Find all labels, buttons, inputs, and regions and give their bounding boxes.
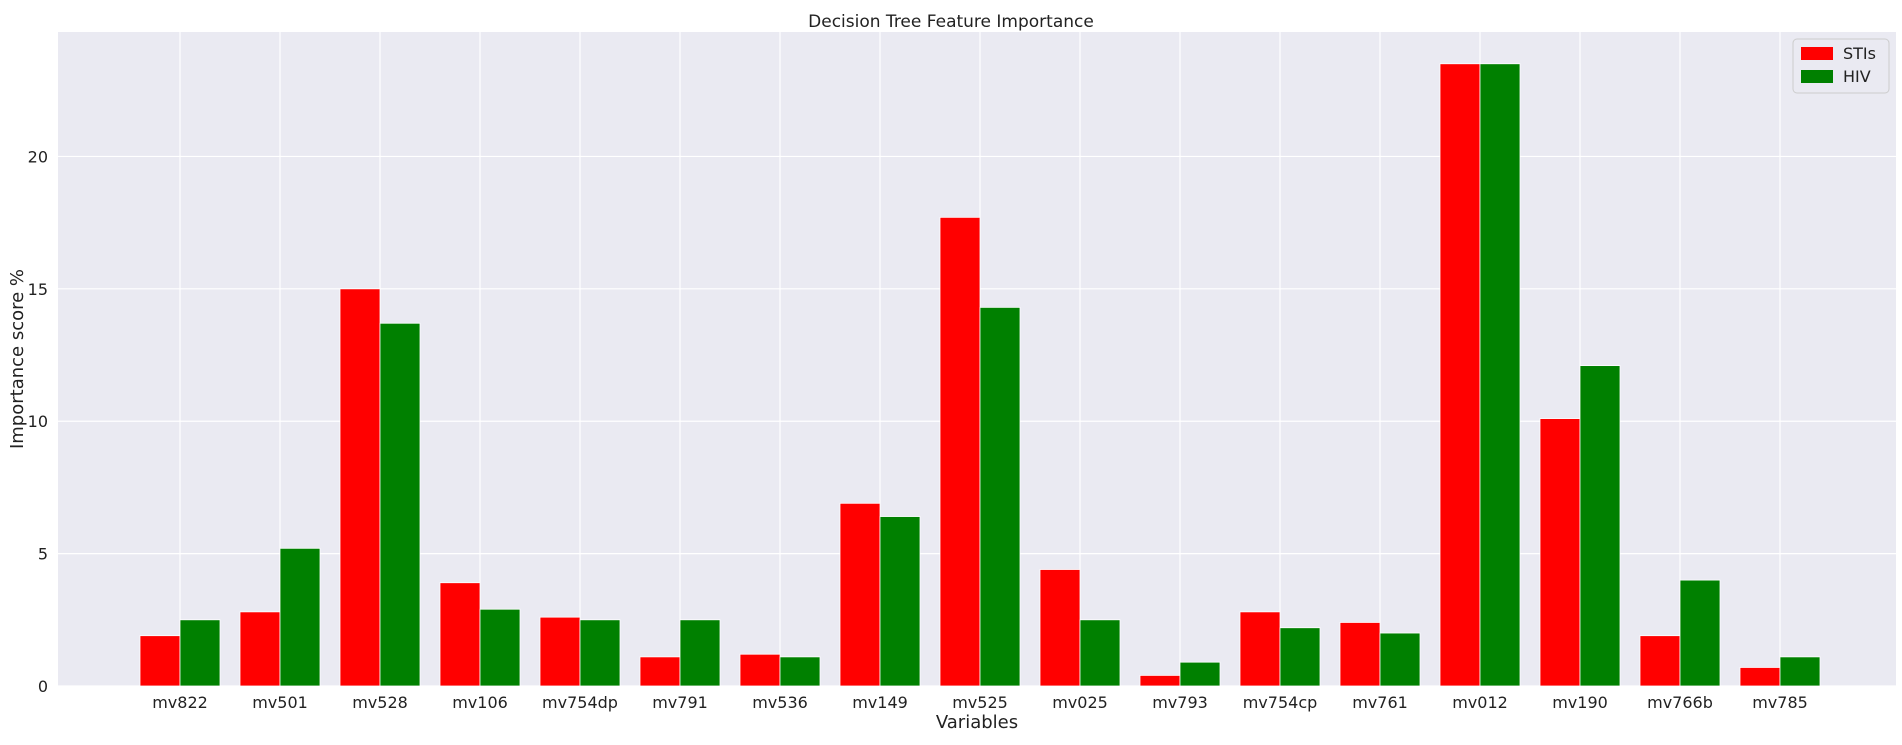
bar-hiv-mv012 [1479, 63, 1521, 687]
legend-label-hiv: HIV [1843, 67, 1871, 86]
x-tick-label: mv822 [152, 693, 208, 712]
bar-stis-mv754dp [539, 616, 581, 687]
bar-hiv-mv754cp [1279, 627, 1321, 687]
y-tick-label: 0 [38, 677, 48, 696]
bar-stis-mv012 [1439, 63, 1481, 687]
x-tick-label: mv528 [352, 693, 408, 712]
bar-stis-mv822 [139, 635, 181, 687]
bars [139, 63, 1821, 687]
bar-stis-mv525 [939, 216, 981, 687]
bar-hiv-mv106 [479, 608, 521, 687]
x-tick-label: mv012 [1452, 693, 1508, 712]
x-tick-label: mv025 [1052, 693, 1108, 712]
x-tick-label: mv754cp [1243, 693, 1318, 712]
x-tick-label: mv106 [452, 693, 508, 712]
bar-stis-mv754cp [1239, 611, 1281, 687]
legend-swatch-hiv [1801, 70, 1833, 83]
bar-hiv-mv785 [1779, 656, 1821, 687]
x-tick-label: mv525 [952, 693, 1008, 712]
bar-stis-mv528 [339, 288, 381, 687]
x-tick-label: mv766b [1647, 693, 1713, 712]
y-tick-labels: 0 5 10 15 20 [28, 147, 48, 696]
legend-swatch-stis [1801, 47, 1833, 60]
y-tick-label: 20 [28, 147, 48, 166]
y-tick-label: 15 [28, 280, 48, 299]
x-tick-labels: mv822 mv501 mv528 mv106 mv754dp mv791 mv536 mv1… [152, 693, 1808, 712]
bar-stis-mv793 [1139, 675, 1181, 687]
bar-hiv-mv525 [979, 306, 1021, 687]
bar-hiv-mv754dp [579, 619, 621, 687]
bar-stis-mv791 [639, 656, 681, 687]
x-axis-label: Variables [936, 712, 1018, 733]
bar-stis-mv761 [1339, 622, 1381, 687]
bar-stis-mv766b [1639, 635, 1681, 687]
x-tick-label: mv793 [1152, 693, 1208, 712]
bar-hiv-mv528 [379, 322, 421, 687]
y-axis-label: Importance score % [7, 269, 28, 449]
x-tick-label: mv754dp [542, 693, 618, 712]
bar-hiv-mv791 [679, 619, 721, 687]
x-tick-label: mv536 [752, 693, 808, 712]
bar-hiv-mv761 [1379, 632, 1421, 687]
y-tick-label: 5 [38, 545, 48, 564]
x-tick-label: mv785 [1752, 693, 1808, 712]
x-tick-label: mv791 [652, 693, 708, 712]
bar-hiv-mv501 [279, 547, 321, 687]
legend: STIs HIV [1792, 38, 1890, 94]
bar-stis-mv536 [739, 653, 781, 687]
bar-hiv-mv536 [779, 656, 821, 687]
x-tick-label: mv149 [852, 693, 908, 712]
legend-label-stis: STIs [1843, 44, 1876, 63]
x-tick-label: mv190 [1552, 693, 1608, 712]
bar-hiv-mv793 [1179, 661, 1221, 687]
x-tick-label: mv501 [252, 693, 308, 712]
bar-stis-mv025 [1039, 569, 1081, 687]
bar-hiv-mv025 [1079, 619, 1121, 687]
bar-stis-mv190 [1539, 418, 1581, 687]
bar-hiv-mv190 [1579, 365, 1621, 687]
chart-title: Decision Tree Feature Importance [808, 12, 1094, 32]
bar-hiv-mv822 [179, 619, 221, 687]
bar-stis-mv149 [839, 502, 881, 687]
bar-stis-mv785 [1739, 667, 1781, 687]
x-tick-label: mv761 [1352, 693, 1408, 712]
y-tick-label: 10 [28, 412, 48, 431]
bar-stis-mv106 [439, 582, 481, 687]
bar-stis-mv501 [239, 611, 281, 687]
bar-hiv-mv149 [879, 516, 921, 687]
bar-hiv-mv766b [1679, 579, 1721, 687]
